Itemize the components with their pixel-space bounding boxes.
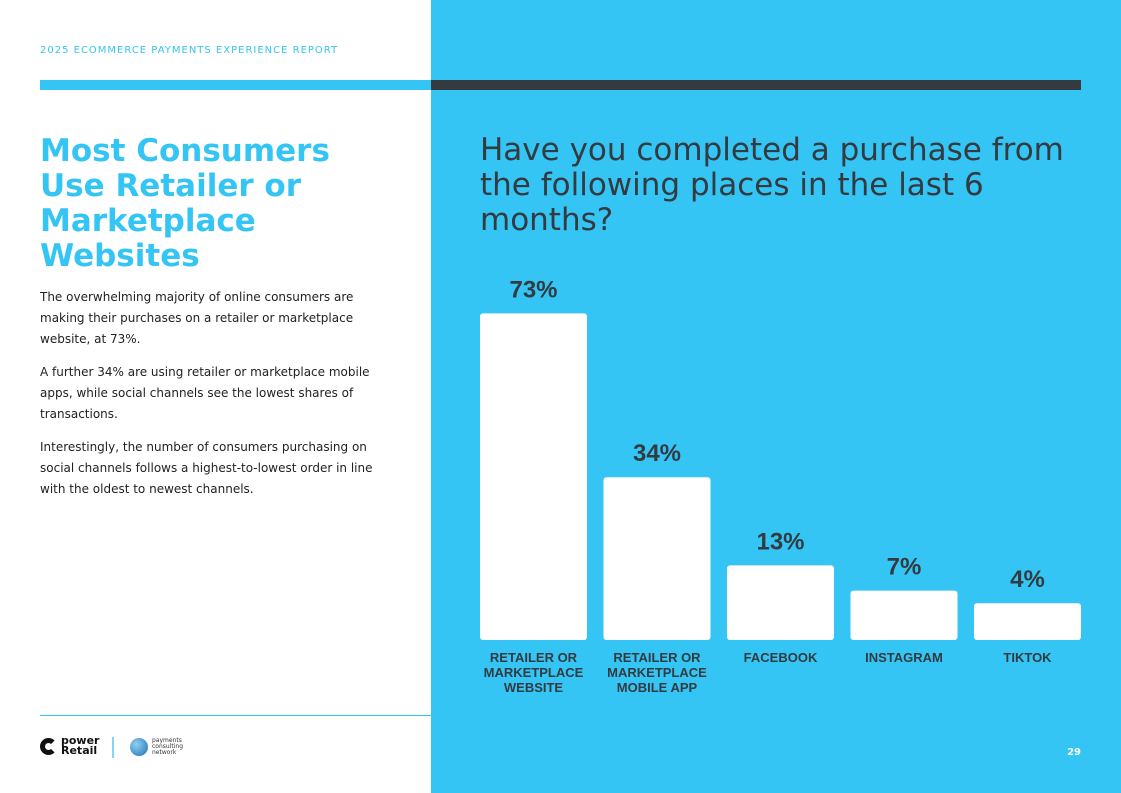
category-label: INSTAGRAM: [865, 650, 943, 665]
headline: Most Consumers Use Retailer or Marketpla…: [40, 133, 330, 274]
body-text: The overwhelming majority of online cons…: [40, 287, 380, 512]
pcn-logo: payments consulting network: [130, 738, 183, 756]
left-panel: [0, 0, 431, 793]
category-label: TIKTOK: [1003, 650, 1052, 665]
chart-title: Have you completed a purchase from the f…: [480, 132, 1064, 238]
paragraph: A further 34% are using retailer or mark…: [40, 365, 370, 421]
power-retail-icon: [40, 737, 57, 755]
globe-icon: [130, 738, 148, 756]
value-label: 73%: [509, 276, 557, 303]
category-label: FACEBOOK: [744, 650, 818, 665]
value-label: 4%: [1010, 566, 1045, 593]
bar-chart: 73%RETAILER ORMARKETPLACEWEBSITE34%RETAI…: [480, 276, 1081, 695]
bar: [974, 603, 1081, 640]
category-label: WEBSITE: [504, 680, 564, 695]
accent-bar: [40, 80, 431, 90]
bar: [603, 477, 711, 640]
bar: [480, 313, 587, 640]
logo-separator: [112, 737, 114, 758]
category-label: MARKETPLACE: [484, 665, 584, 680]
category-label: MARKETPLACE: [607, 665, 707, 680]
value-label: 13%: [756, 528, 804, 555]
category-label: MOBILE APP: [617, 680, 698, 695]
bar: [727, 565, 834, 640]
page-number: 29: [1067, 747, 1081, 758]
dark-bar: [431, 80, 1081, 90]
category-label: RETAILER OR: [613, 650, 701, 665]
value-label: 34%: [633, 440, 681, 467]
paragraph: The overwhelming majority of online cons…: [40, 290, 354, 346]
category-label: RETAILER OR: [490, 650, 578, 665]
paragraph: Interestingly, the number of consumers p…: [40, 440, 373, 496]
report-title: 2025 ECOMMERCE PAYMENTS EXPERIENCE REPOR…: [40, 45, 339, 56]
bar: [850, 590, 958, 640]
power-retail-logo: power Retail: [40, 735, 99, 756]
footer-divider: [40, 715, 1081, 716]
value-label: 7%: [887, 554, 922, 581]
